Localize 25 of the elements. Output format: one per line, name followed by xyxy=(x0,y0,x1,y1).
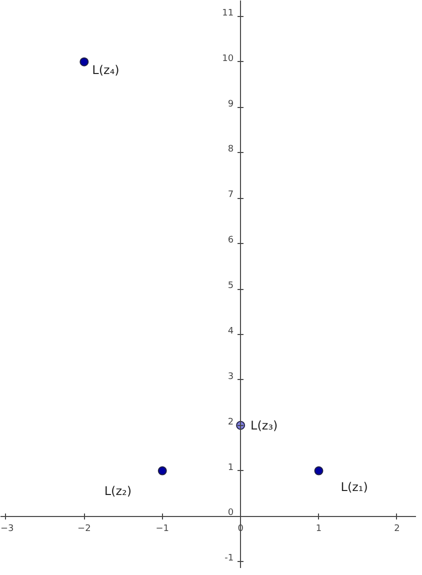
x-tick-label: 1 xyxy=(316,524,322,534)
y-tick-label: 5 xyxy=(228,281,234,292)
point xyxy=(158,466,167,476)
x-tick-label: −2 xyxy=(78,524,91,534)
point xyxy=(80,57,89,66)
y-tick-label: 10 xyxy=(222,54,234,64)
y-tick-label: 3 xyxy=(228,372,234,382)
y-tick-label: 8 xyxy=(228,144,234,155)
y-tick-label: 9 xyxy=(228,99,234,110)
x-tick-label: 2 xyxy=(394,524,400,534)
annotation: L(z₂) xyxy=(104,484,132,498)
x-tick-label: −1 xyxy=(156,524,170,534)
y-tick-label: 7 xyxy=(228,190,234,200)
y-tick-label: 4 xyxy=(228,326,234,336)
y-tick-label: 11 xyxy=(222,8,234,18)
y-tick-label: -1 xyxy=(224,554,234,564)
annotation: L(z₁) xyxy=(340,480,368,494)
y-tick-label: 2 xyxy=(228,417,234,428)
y-tick-label: 0 xyxy=(228,508,234,518)
y-tick-label: 1 xyxy=(228,462,234,473)
point xyxy=(314,466,324,476)
x-tick-label: −3 xyxy=(0,524,14,534)
y-tick-label: 6 xyxy=(228,236,234,246)
annotation: L(z₄) xyxy=(92,62,120,77)
annotation: L(z₃) xyxy=(250,418,278,432)
